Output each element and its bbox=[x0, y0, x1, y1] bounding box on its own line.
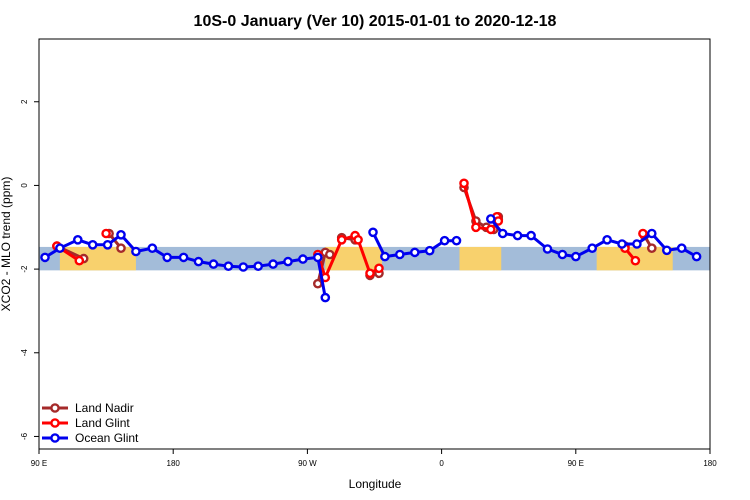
map-land-region-2 bbox=[459, 246, 502, 271]
data-point-ocean-glint bbox=[451, 235, 462, 246]
y-tick-label: -2 bbox=[20, 265, 29, 273]
data-point-land-glint bbox=[74, 255, 85, 266]
x-axis-label: Longitude bbox=[349, 477, 402, 491]
plot-frame bbox=[38, 38, 711, 450]
data-point-ocean-glint bbox=[409, 247, 420, 258]
data-point-ocean-glint bbox=[312, 252, 323, 263]
x-tick-label: 90 W bbox=[298, 459, 317, 468]
y-axis: -6 -4 -2 0 2 bbox=[20, 99, 39, 440]
data-point-ocean-glint bbox=[208, 259, 219, 269]
y-tick-label: -6 bbox=[20, 432, 29, 440]
data-point-land-glint bbox=[353, 234, 363, 245]
data-point-land-glint bbox=[485, 224, 496, 235]
x-tick-label: 0 bbox=[439, 459, 444, 468]
y-axis-label: XCO2 - MLO trend (ppm) bbox=[0, 177, 13, 312]
data-point-ocean-glint bbox=[223, 261, 234, 272]
data-point-land-glint bbox=[459, 178, 469, 189]
legend-marker bbox=[50, 433, 60, 443]
data-point-land-glint bbox=[471, 222, 481, 233]
legend-entry-ocean-glint: Ocean Glint bbox=[42, 431, 139, 445]
legend-entry-land-nadir: Land Nadir bbox=[42, 401, 134, 415]
data-point-ocean-glint bbox=[542, 244, 553, 254]
data-point-ocean-glint bbox=[283, 256, 293, 267]
chart-title: 10S-0 January (Ver 10) 2015-01-01 to 202… bbox=[194, 13, 557, 30]
data-point-ocean-glint bbox=[526, 230, 536, 241]
data-point-ocean-glint bbox=[193, 256, 204, 267]
data-point-ocean-glint bbox=[647, 228, 657, 239]
data-point-land-glint bbox=[101, 228, 111, 239]
legend-marker bbox=[50, 403, 60, 413]
data-point-land-glint bbox=[336, 234, 347, 245]
data-point-ocean-glint bbox=[162, 252, 172, 263]
data-point-ocean-glint bbox=[253, 261, 264, 272]
data-point-land-glint bbox=[365, 268, 375, 279]
data-point-ocean-glint bbox=[268, 259, 278, 269]
data-point-ocean-glint bbox=[131, 246, 141, 257]
x-tick-label: 180 bbox=[703, 459, 717, 468]
legend-marker bbox=[50, 418, 60, 428]
data-point-ocean-glint bbox=[380, 251, 390, 262]
x-tick-label: 180 bbox=[167, 459, 181, 468]
data-point-land-glint bbox=[374, 263, 384, 274]
data-point-ocean-glint bbox=[102, 239, 113, 250]
x-tick-label: 90 E bbox=[568, 459, 584, 468]
data-point-ocean-glint bbox=[298, 254, 308, 264]
data-point-ocean-glint bbox=[368, 227, 378, 238]
data-point-ocean-glint bbox=[602, 234, 612, 245]
data-point-ocean-glint bbox=[394, 249, 405, 260]
data-point-ocean-glint bbox=[691, 251, 702, 262]
y-tick-label: -4 bbox=[20, 349, 29, 357]
data-point-land-nadir bbox=[312, 278, 323, 289]
legend-label: Ocean Glint bbox=[75, 431, 139, 445]
x-axis: 90 E 180 90 W 0 90 E 180 bbox=[31, 449, 717, 468]
y-tick-label: 0 bbox=[20, 183, 29, 188]
data-point-ocean-glint bbox=[571, 251, 581, 262]
series-ocean-glint bbox=[40, 214, 702, 303]
data-point-land-glint bbox=[638, 228, 648, 239]
data-point-ocean-glint bbox=[73, 234, 83, 245]
plot-area bbox=[40, 178, 702, 303]
data-point-land-nadir bbox=[116, 243, 126, 253]
data-point-ocean-glint bbox=[424, 245, 435, 256]
data-point-ocean-glint bbox=[55, 243, 65, 253]
data-point-ocean-glint bbox=[178, 252, 189, 263]
legend-label: Land Nadir bbox=[75, 401, 134, 415]
map-strip bbox=[39, 246, 710, 271]
data-point-ocean-glint bbox=[238, 262, 249, 272]
data-point-ocean-glint bbox=[147, 243, 158, 253]
data-point-ocean-glint bbox=[617, 239, 627, 249]
data-point-ocean-glint bbox=[40, 252, 50, 263]
legend-entry-land-glint: Land Glint bbox=[42, 416, 130, 430]
data-point-ocean-glint bbox=[87, 239, 98, 250]
data-point-ocean-glint bbox=[497, 228, 508, 239]
data-point-ocean-glint bbox=[632, 239, 642, 249]
y-tick-label: 2 bbox=[20, 99, 29, 104]
data-point-ocean-glint bbox=[439, 235, 450, 246]
x-tick-label: 90 E bbox=[31, 459, 47, 468]
data-point-land-nadir bbox=[647, 243, 657, 253]
data-point-ocean-glint bbox=[320, 292, 331, 303]
data-point-land-nadir bbox=[324, 249, 335, 260]
data-point-ocean-glint bbox=[676, 243, 687, 253]
data-point-ocean-glint bbox=[662, 245, 672, 256]
data-point-ocean-glint bbox=[512, 230, 523, 241]
data-point-ocean-glint bbox=[485, 214, 496, 224]
data-point-ocean-glint bbox=[587, 243, 598, 253]
legend-label: Land Glint bbox=[75, 416, 130, 430]
data-point-ocean-glint bbox=[557, 249, 568, 260]
data-point-land-glint bbox=[630, 255, 641, 266]
data-point-ocean-glint bbox=[116, 229, 126, 240]
